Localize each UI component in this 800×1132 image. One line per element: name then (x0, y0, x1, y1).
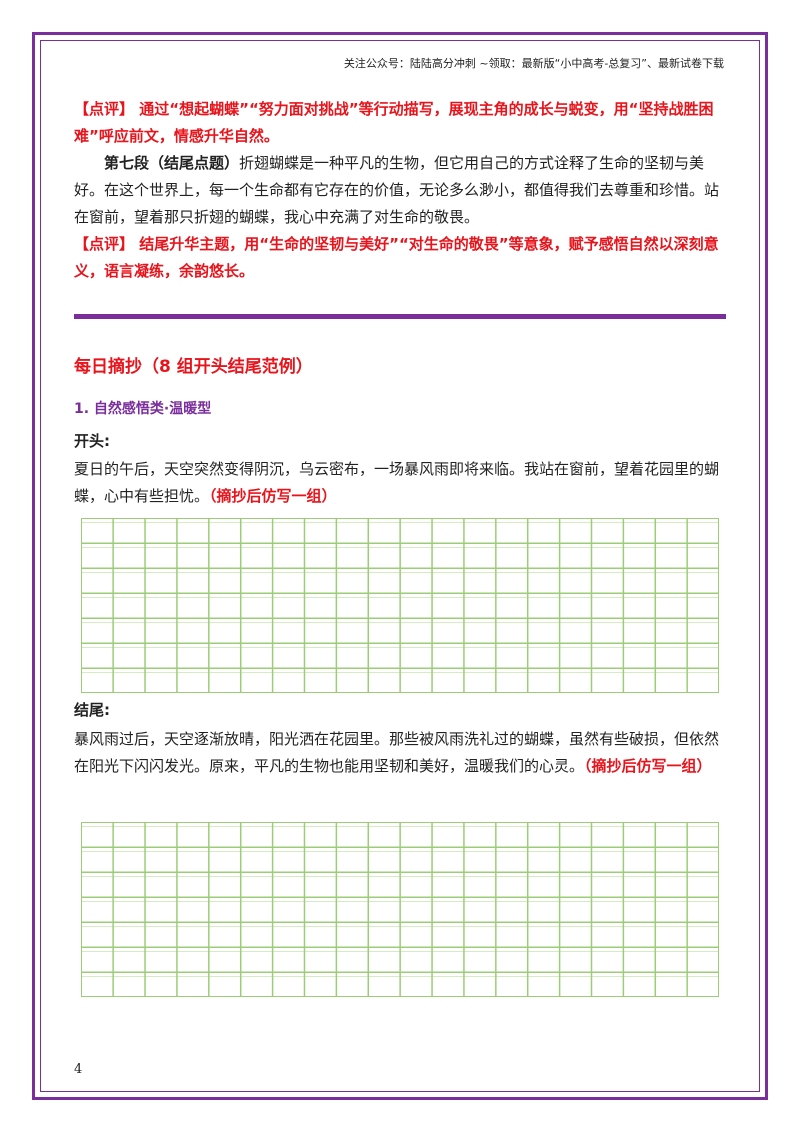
ending-text: 暴风雨过后，天空逐渐放晴，阳光洒在花园里。那些被风雨洗礼过的蝴蝶，虽然有些破损，… (74, 726, 726, 780)
top-content: 【点评】 通过“想起蝴蝶”“努力面对挑战”等行动描写，展现主角的成长与蜕变，用“… (74, 96, 726, 285)
section-subtitle: 1. 自然感悟类·温暖型 (74, 401, 212, 417)
copy-hint-2: （摘抄后仿写一组） (584, 757, 712, 775)
ending-text-body: 暴风雨过后，天空逐渐放晴，阳光洒在花园里。那些被风雨洗礼过的蝴蝶，虽然有些破损，… (74, 730, 720, 775)
page-header: 关注公众号：陆陆高分冲刺 ~领取：最新版“小中高考-总复习”、最新试卷下载 (343, 57, 724, 70)
paragraph-heading: 第七段（结尾点题） (104, 154, 240, 172)
section-divider (74, 314, 726, 319)
section-title: 每日摘抄（8 组开头结尾范例） (74, 357, 313, 377)
writing-grid-opening[interactable] (81, 518, 719, 693)
review-comment-2: 【点评】 结尾升华主题，用“生命的坚韧与美好”“对生命的敬畏”等意象，赋予感悟自… (74, 235, 719, 280)
paragraph-seven: 第七段（结尾点题）折翅蝴蝶是一种平凡的生物，但它用自己的方式诠释了生命的坚韧与美… (74, 150, 726, 231)
page-border-outer (32, 32, 768, 1100)
page-number: 4 (74, 1062, 83, 1077)
writing-grid-ending[interactable] (81, 822, 719, 997)
review-comment-1: 【点评】 通过“想起蝴蝶”“努力面对挑战”等行动描写，展现主角的成长与蜕变，用“… (74, 100, 714, 145)
opening-text-body: 夏日的午后，天空突然变得阴沉，乌云密布，一场暴风雨即将来临。我站在窗前，望着花园… (74, 460, 720, 505)
paragraph-body: 折翅蝴蝶是一种平凡的生物，但它用自己的方式诠释了生命的坚韧与美好。在这个世界上，… (74, 154, 720, 226)
opening-label: 开头: (74, 432, 110, 450)
page-border-inner (40, 40, 760, 1092)
opening-text: 夏日的午后，天空突然变得阴沉，乌云密布，一场暴风雨即将来临。我站在窗前，望着花园… (74, 456, 726, 510)
copy-hint-1: （摘抄后仿写一组） (209, 487, 337, 505)
ending-label: 结尾: (74, 701, 110, 719)
